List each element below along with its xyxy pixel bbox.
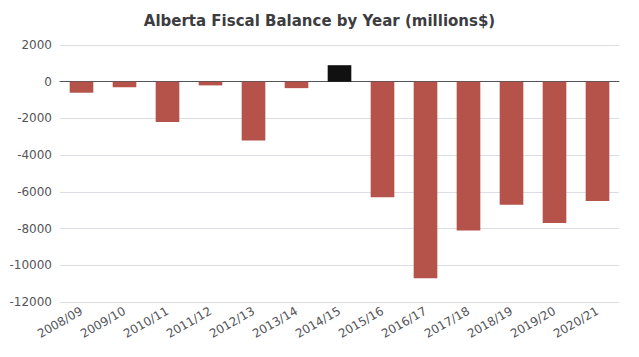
svg-text:0: 0	[44, 75, 52, 89]
svg-text:2000: 2000	[21, 38, 52, 52]
svg-text:2017/18: 2017/18	[422, 304, 472, 341]
svg-text:2020/21: 2020/21	[551, 304, 601, 341]
svg-text:2008/09: 2008/09	[35, 304, 85, 341]
svg-text:2013/14: 2013/14	[250, 304, 300, 341]
svg-text:-2000: -2000	[17, 111, 52, 125]
svg-text:-6000: -6000	[17, 185, 52, 199]
svg-text:-8000: -8000	[17, 222, 52, 236]
svg-text:2014/15: 2014/15	[293, 304, 343, 341]
svg-text:2016/17: 2016/17	[379, 304, 429, 341]
svg-text:-10000: -10000	[9, 258, 52, 272]
svg-text:Alberta Fiscal Balance by Year: Alberta Fiscal Balance by Year (millions…	[144, 12, 495, 30]
svg-text:2015/16: 2015/16	[336, 304, 386, 341]
svg-text:-4000: -4000	[17, 148, 52, 162]
svg-text:2011/12: 2011/12	[164, 304, 214, 341]
svg-text:2009/10: 2009/10	[78, 304, 128, 341]
svg-text:2010/11: 2010/11	[121, 304, 171, 341]
svg-text:2019/20: 2019/20	[508, 304, 558, 341]
svg-text:2012/13: 2012/13	[207, 304, 257, 341]
svg-text:-12000: -12000	[9, 295, 52, 309]
svg-text:2018/19: 2018/19	[465, 304, 515, 341]
